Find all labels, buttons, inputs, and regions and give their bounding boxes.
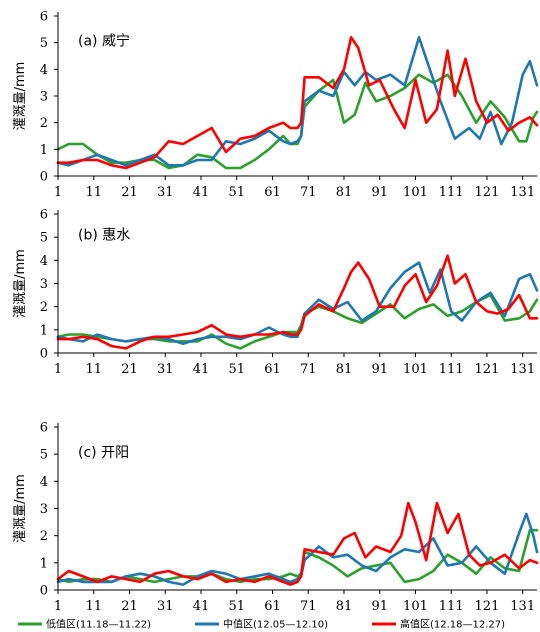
y-tick-label: 6 (40, 421, 48, 436)
y-tick-label: 1 (40, 556, 48, 571)
y-tick-label: 3 (40, 90, 48, 105)
x-tick-label: 11 (85, 599, 102, 614)
x-tick-label: 41 (193, 599, 210, 614)
x-tick-label: 111 (439, 599, 464, 614)
x-tick-label: 61 (264, 185, 281, 200)
x-tick-label: 11 (85, 185, 102, 200)
panel-title: (c) 开阳 (78, 445, 129, 461)
y-tick-label: 6 (40, 208, 48, 223)
x-tick-label: 111 (439, 362, 464, 377)
x-tick-label: 51 (228, 599, 245, 614)
x-tick-label: 61 (264, 599, 281, 614)
x-tick-label: 31 (157, 599, 174, 614)
x-tick-label: 91 (371, 362, 388, 377)
x-tick-label: 21 (121, 362, 138, 377)
x-tick-label: 131 (510, 362, 535, 377)
series-line-high (56, 36, 539, 170)
y-tick-label: 4 (40, 254, 48, 269)
legend-label-high: 高值区(12.18—12.27) (400, 618, 505, 631)
x-tick-label: 111 (439, 185, 464, 200)
x-tick-label: 51 (228, 185, 245, 200)
legend-label-mid: 中值区(12.05—12.10) (223, 618, 328, 631)
x-tick-label: 71 (300, 362, 317, 377)
y-tick-label: 1 (40, 323, 48, 338)
y-axis-label: 灌溉量/mm (13, 62, 28, 131)
panel-title: (a) 威宁 (78, 32, 130, 49)
series-line-high (56, 501, 539, 586)
y-tick-label: 5 (40, 448, 48, 463)
x-tick-label: 31 (157, 362, 174, 377)
x-tick-label: 81 (336, 185, 353, 200)
x-tick-label: 31 (157, 185, 174, 200)
x-tick-label: 121 (475, 185, 500, 200)
x-tick-label: 121 (475, 362, 500, 377)
series-line-mid (56, 36, 539, 167)
x-tick-label: 41 (193, 185, 210, 200)
x-tick-label: 21 (121, 185, 138, 200)
x-tick-label: 131 (510, 185, 535, 200)
y-tick-label: 3 (40, 277, 48, 292)
y-tick-label: 1 (40, 143, 48, 158)
y-tick-label: 5 (40, 231, 48, 246)
series-line-high (56, 254, 539, 350)
x-tick-label: 101 (403, 185, 428, 200)
x-tick-label: 11 (85, 362, 102, 377)
x-tick-label: 101 (403, 362, 428, 377)
legend-label-low: 低值区(11.18—11.22) (46, 618, 151, 631)
x-tick-label: 121 (475, 599, 500, 614)
x-tick-label: 71 (300, 599, 317, 614)
x-tick-label: 1 (54, 185, 62, 200)
x-tick-label: 61 (264, 362, 281, 377)
y-axis-label: 灌溉量/mm (13, 249, 28, 318)
x-tick-label: 21 (121, 599, 138, 614)
y-tick-label: 6 (40, 10, 48, 25)
panel-title: (b) 惠水 (78, 227, 130, 243)
series-line-low (56, 73, 539, 170)
y-tick-label: 4 (40, 475, 48, 490)
y-tick-label: 3 (40, 502, 48, 517)
y-tick-label: 2 (40, 300, 48, 315)
x-tick-label: 1 (54, 599, 62, 614)
x-tick-label: 71 (300, 185, 317, 200)
y-axis-label: 灌溉量/mm (13, 474, 28, 543)
x-tick-label: 91 (371, 185, 388, 200)
x-tick-label: 131 (510, 599, 535, 614)
y-tick-label: 2 (40, 529, 48, 544)
x-tick-label: 41 (193, 362, 210, 377)
y-tick-label: 0 (40, 347, 48, 362)
series-line-mid (56, 512, 539, 586)
y-tick-label: 0 (40, 170, 48, 185)
x-tick-label: 1 (54, 362, 62, 377)
x-tick-label: 81 (336, 362, 353, 377)
x-tick-label: 101 (403, 599, 428, 614)
y-tick-label: 5 (40, 36, 48, 51)
x-tick-label: 81 (336, 599, 353, 614)
y-tick-label: 2 (40, 116, 48, 131)
y-tick-label: 4 (40, 63, 48, 78)
x-tick-label: 51 (228, 362, 245, 377)
y-tick-label: 0 (40, 584, 48, 599)
legend: 低值区(11.18—11.22) 中值区(12.05—12.10) 高值区(12.1… (18, 618, 505, 631)
x-tick-label: 91 (371, 599, 388, 614)
